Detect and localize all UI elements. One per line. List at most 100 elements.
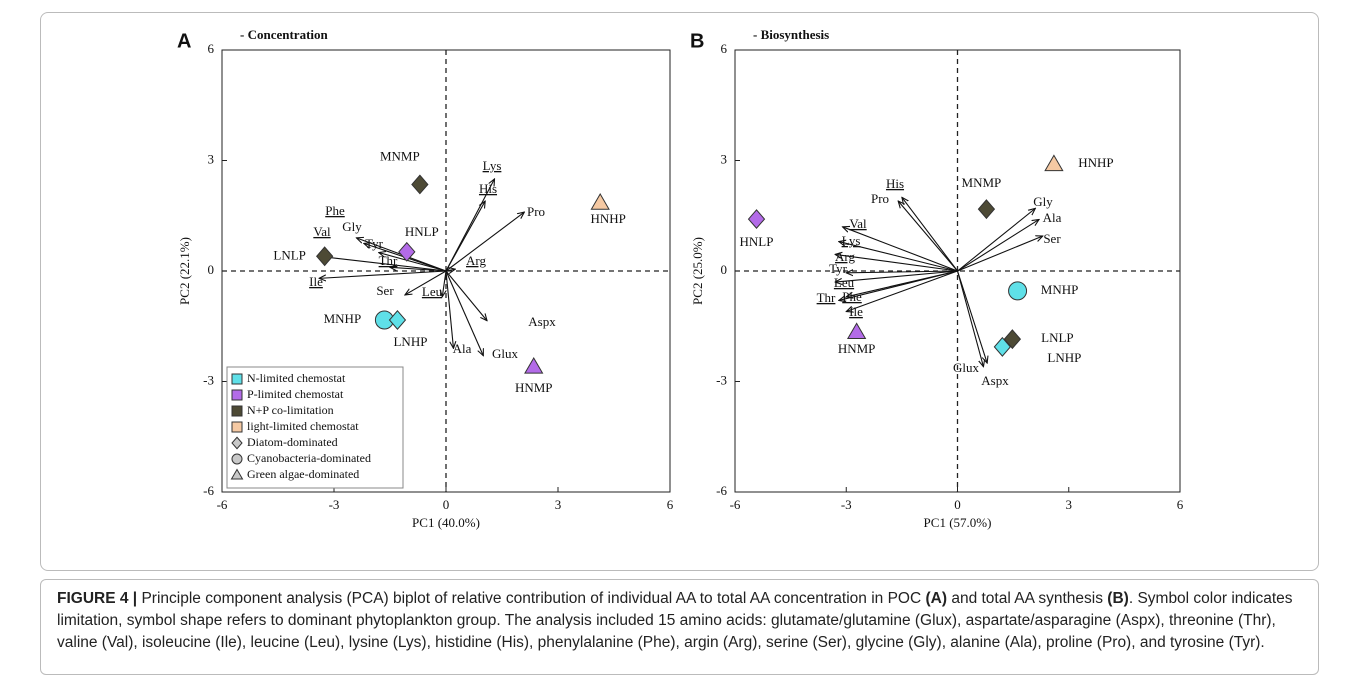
panel-label: B: [690, 30, 704, 52]
loading-label: Ala: [453, 341, 472, 356]
x-tick-label: 0: [443, 497, 450, 512]
loading-label: Glux: [492, 346, 519, 361]
caption-label: FIGURE 4 |: [57, 590, 138, 607]
legend-label: N-limited chemostat: [247, 371, 346, 385]
y-tick-label: 0: [208, 262, 215, 277]
x-tick-label: -3: [329, 497, 340, 512]
loading-label: Leu: [422, 284, 443, 299]
point-label: LNHP: [1047, 350, 1081, 365]
caption-text: Principle component analysis (PCA) biplo…: [137, 590, 926, 607]
marker-diamond: [231, 436, 243, 450]
legend-label: Green algae-dominated: [247, 467, 359, 481]
loading-arrow: [843, 227, 958, 272]
marker-diamond: [977, 199, 996, 220]
loading-arrow: [405, 270, 447, 295]
loading-label: Val: [313, 224, 331, 239]
loading-arrow: [445, 270, 487, 321]
point-label: MNHP: [1041, 282, 1079, 297]
point-label: HNHP: [590, 211, 625, 226]
loading-arrow: [957, 208, 1036, 272]
x-axis-label: PC1 (57.0%): [924, 515, 992, 530]
x-tick-label: -6: [730, 497, 741, 512]
marker-diamond: [993, 336, 1012, 357]
marker-diamond: [398, 241, 416, 262]
y-tick-label: -6: [716, 483, 727, 498]
loading-label: Ile: [309, 274, 323, 289]
point-label: MNMP: [380, 148, 420, 163]
loading-label: Ser: [1043, 231, 1061, 246]
point-label: MNMP: [962, 175, 1002, 190]
y-tick-label: 3: [721, 151, 728, 166]
panel-label: A: [177, 30, 191, 52]
loading-label: Ser: [376, 283, 394, 298]
x-tick-label: 6: [1177, 497, 1184, 512]
figure-frame: [40, 12, 1319, 571]
loading-label: Aspx: [981, 373, 1009, 388]
loading-label: Lys: [483, 158, 502, 173]
marker-triangle: [590, 193, 610, 210]
loading-arrow: [379, 253, 447, 272]
loading-label: Phe: [325, 203, 345, 218]
loading-arrow: [956, 270, 984, 367]
point-label: LNLP: [1041, 330, 1074, 345]
loading-arrow: [319, 256, 447, 272]
caption-text: and total AA synthesis: [947, 590, 1108, 607]
y-tick-label: -6: [203, 483, 214, 498]
legend-label: N+P co-limitation: [247, 403, 334, 417]
loading-label: Pro: [871, 191, 889, 206]
point-label: LNLP: [273, 247, 306, 262]
caption-text: . Symbol color indicates limitation, sym…: [57, 590, 1297, 651]
x-tick-label: 0: [954, 497, 961, 512]
loading-arrow: [898, 201, 958, 272]
loading-arrow: [319, 270, 447, 278]
loading-arrow: [839, 242, 958, 272]
loading-label: Aspx: [528, 314, 556, 329]
loading-label: Leu: [834, 275, 855, 290]
marker-circle: [231, 453, 243, 465]
marker-triangle: [230, 468, 244, 480]
marker-square: [231, 389, 243, 401]
x-tick-label: 3: [1066, 497, 1073, 512]
loading-arrow: [445, 212, 524, 272]
loading-arrow: [957, 236, 1043, 272]
loading-arrow: [445, 201, 485, 272]
x-tick-label: 3: [555, 497, 562, 512]
marker-square: [231, 421, 243, 433]
point-label: HNLP: [740, 234, 774, 249]
chart: A - Concentration -6 -3 0 3 6 -6 -3 0 3 6 PC1 (40.0%…: [177, 27, 1184, 530]
loading-arrow: [902, 197, 958, 272]
loading-label: Thr: [817, 290, 836, 305]
loading-label: Ala: [1043, 210, 1062, 225]
loading-label: His: [886, 176, 904, 191]
legend-box: [226, 366, 404, 489]
loading-label: Gly: [342, 219, 362, 234]
point-label: HNMP: [838, 341, 876, 356]
point-label: HNLP: [405, 224, 439, 239]
marker-triangle: [524, 356, 544, 374]
loading-label: Ile: [849, 304, 863, 319]
legend-label: light-limited chemostat: [247, 419, 359, 433]
point-label: LNHP: [393, 334, 427, 349]
y-axis-label: PC2 (25.0%): [690, 237, 705, 305]
marker-triangle: [1044, 154, 1064, 172]
loading-label: Gly: [1033, 194, 1053, 209]
marker-diamond: [411, 174, 429, 195]
marker-diamond: [747, 209, 766, 230]
marker-diamond: [388, 310, 407, 330]
marker-square: [231, 405, 243, 417]
x-tick-label: -6: [217, 497, 228, 512]
caption-text: (A): [925, 590, 948, 607]
y-tick-label: -3: [716, 372, 727, 387]
loading-label: Glux: [953, 360, 980, 375]
legend-label: Cyanobacteria-dominated: [247, 451, 371, 465]
caption: FIGURE 4 | Principle component analysis …: [40, 579, 1319, 675]
y-tick-label: 0: [721, 262, 728, 277]
legend-label: Diatom-dominated: [247, 435, 338, 449]
y-tick-label: 6: [208, 41, 215, 56]
panel-title: - Concentration: [240, 27, 329, 42]
loading-arrow: [846, 271, 958, 273]
loading-arrow: [956, 270, 988, 363]
loading-arrow: [835, 254, 958, 272]
loading-label: Tyr: [829, 261, 848, 276]
